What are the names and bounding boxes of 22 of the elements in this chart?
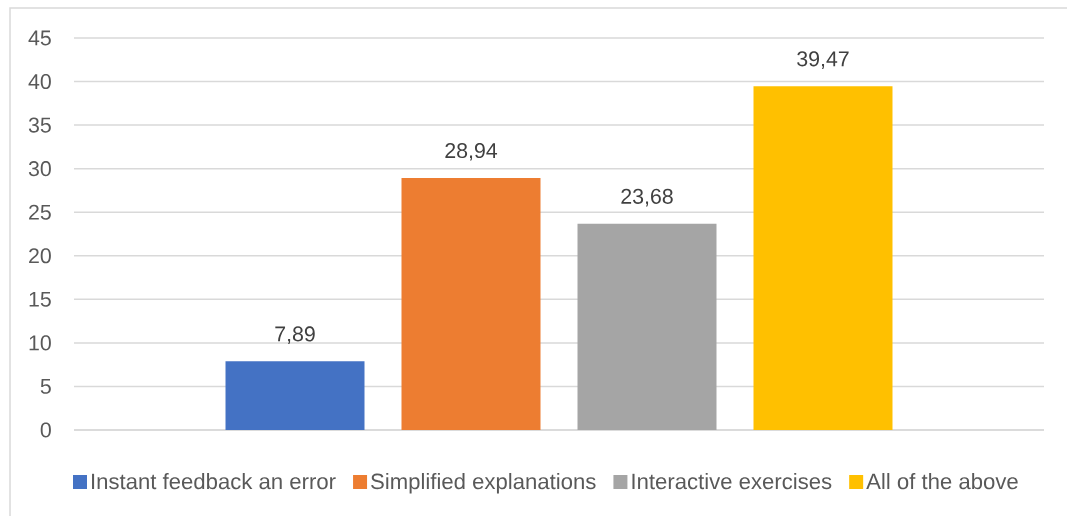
y-tick-label: 40 bbox=[28, 74, 51, 90]
bar bbox=[225, 361, 365, 430]
y-tick-label: 0 bbox=[40, 422, 51, 438]
bar bbox=[577, 223, 717, 430]
data-label: 23,68 bbox=[621, 188, 673, 207]
y-tick-label: 20 bbox=[29, 248, 51, 264]
bar bbox=[401, 177, 541, 430]
legend-label: Simplified explanations bbox=[371, 472, 596, 494]
y-tick-label: 30 bbox=[28, 161, 51, 177]
y-tick-label: 10 bbox=[29, 335, 51, 351]
y-tick-label: 35 bbox=[28, 117, 51, 133]
y-tick-label: 5 bbox=[40, 378, 51, 394]
data-label: 39,47 bbox=[797, 51, 849, 69]
y-tick-label: 25 bbox=[29, 204, 51, 220]
bar bbox=[753, 86, 893, 430]
legend-label: Instant feedback an error bbox=[92, 472, 336, 490]
legend-label: Interactive exercises bbox=[632, 472, 832, 490]
data-label: 7,89 bbox=[275, 326, 315, 344]
legend-label: All of the above bbox=[866, 472, 1018, 490]
y-tick-label: 15 bbox=[29, 291, 51, 307]
data-label: 28,94 bbox=[445, 143, 498, 161]
y-tick-label: 45 bbox=[28, 30, 51, 46]
